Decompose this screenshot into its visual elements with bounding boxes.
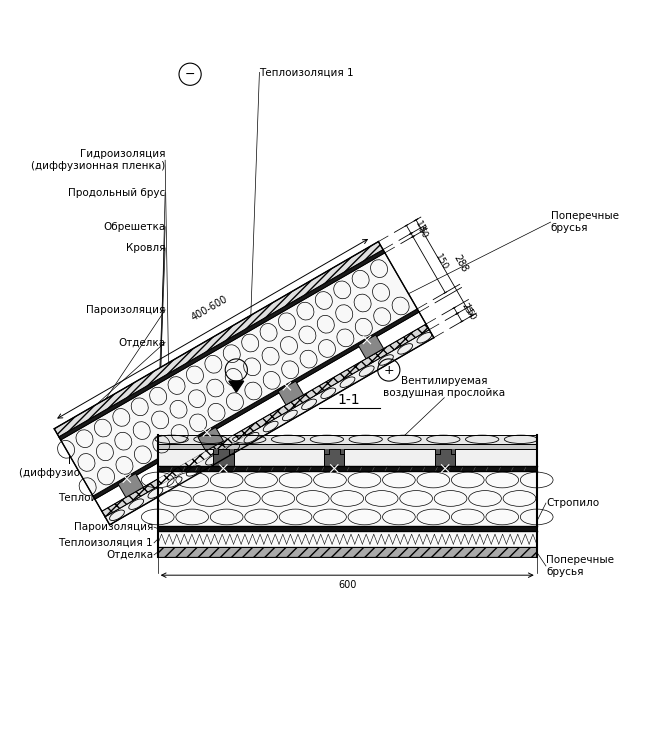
Text: Кровля: Кровля <box>126 243 165 253</box>
Polygon shape <box>105 329 434 525</box>
Text: Отделка: Отделка <box>118 337 165 347</box>
Text: Обрешетка: Обрешетка <box>91 443 153 453</box>
Bar <box>214 449 234 466</box>
Bar <box>158 434 536 444</box>
Bar <box>158 548 536 556</box>
Text: Гидроизоляция
(диффузионная пленка): Гидроизоляция (диффузионная пленка) <box>19 457 153 478</box>
Polygon shape <box>118 474 143 497</box>
Bar <box>158 526 536 531</box>
Text: Пароизоляция: Пароизоляция <box>74 522 153 532</box>
Text: 400-600: 400-600 <box>189 295 229 323</box>
Text: Обрешетка: Обрешетка <box>103 222 165 232</box>
Text: Поперечные
брусья: Поперечные брусья <box>546 555 614 576</box>
Text: Кровля: Кровля <box>113 436 153 446</box>
Text: Пароизоляция: Пароизоляция <box>86 305 165 315</box>
Text: Теплоизоляция 1: Теплоизоляция 1 <box>259 67 354 78</box>
Bar <box>435 449 455 466</box>
Polygon shape <box>54 241 383 437</box>
Text: Теплоизоляция 1: Теплоизоляция 1 <box>58 493 153 502</box>
Bar <box>324 449 345 466</box>
Bar <box>158 449 536 466</box>
Text: Стропило: Стропило <box>546 498 599 508</box>
Text: 13: 13 <box>413 220 426 235</box>
Text: 50: 50 <box>464 308 477 323</box>
Bar <box>158 531 536 548</box>
Polygon shape <box>102 324 429 517</box>
Text: Продольный брус: Продольный брус <box>68 187 165 198</box>
Text: −: − <box>185 68 195 81</box>
Bar <box>158 548 536 556</box>
Text: 1-1: 1-1 <box>338 393 360 407</box>
Polygon shape <box>95 312 426 511</box>
Text: Гидроизоляция
(диффузионная пленка): Гидроизоляция (диффузионная пленка) <box>31 149 165 171</box>
Bar <box>158 471 536 526</box>
Polygon shape <box>93 309 419 500</box>
Polygon shape <box>358 335 384 359</box>
Bar <box>158 444 536 449</box>
Text: Поперечные
брусья: Поперечные брусья <box>551 212 618 233</box>
Bar <box>158 466 536 471</box>
Text: 25: 25 <box>460 301 473 315</box>
Text: 288: 288 <box>452 253 470 274</box>
Text: 600: 600 <box>338 580 356 590</box>
Text: 50: 50 <box>416 226 430 240</box>
Text: +: + <box>383 363 394 377</box>
Text: Вентилируемая
воздушная прослойка: Вентилируемая воздушная прослойка <box>383 376 505 397</box>
Text: 150: 150 <box>433 252 449 272</box>
Text: 1: 1 <box>233 363 240 377</box>
Text: Отделка: Отделка <box>106 550 153 560</box>
Polygon shape <box>278 381 303 405</box>
Text: Продольный
брус: Продольный брус <box>262 376 331 397</box>
Polygon shape <box>61 253 417 496</box>
Polygon shape <box>229 381 244 392</box>
Text: Теплоизоляция 1: Теплоизоляция 1 <box>58 538 153 548</box>
Polygon shape <box>59 249 385 440</box>
Polygon shape <box>198 428 223 451</box>
